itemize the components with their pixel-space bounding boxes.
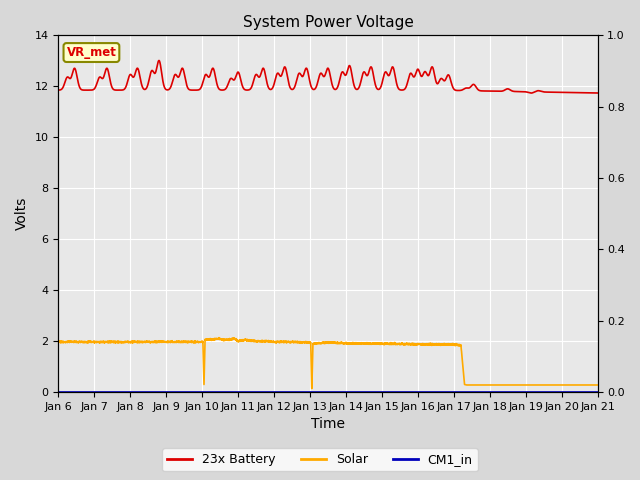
Title: System Power Voltage: System Power Voltage <box>243 15 413 30</box>
Y-axis label: Volts: Volts <box>15 197 29 230</box>
X-axis label: Time: Time <box>311 418 345 432</box>
Legend: 23x Battery, Solar, CM1_in: 23x Battery, Solar, CM1_in <box>163 448 477 471</box>
Text: VR_met: VR_met <box>67 46 116 59</box>
